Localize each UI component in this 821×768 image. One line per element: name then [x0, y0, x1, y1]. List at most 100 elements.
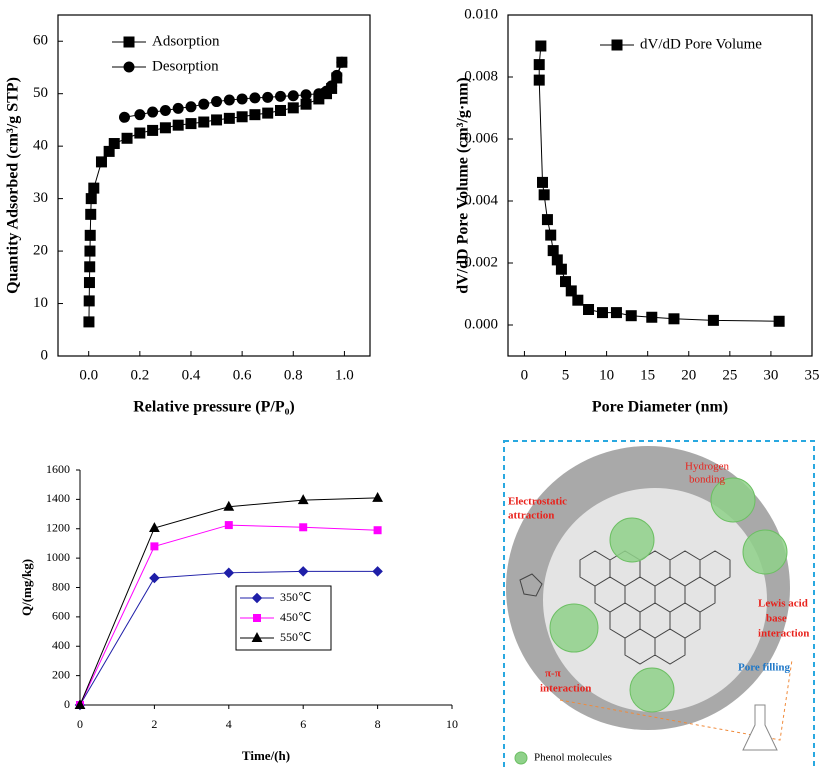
- marker: [109, 139, 119, 149]
- marker: [556, 264, 566, 274]
- figure: Hydrogen bonding Electrostatic attractio…: [0, 0, 821, 768]
- marker: [263, 108, 273, 118]
- label-lewis: Lewis acid: [758, 598, 808, 610]
- marker: [186, 102, 196, 112]
- marker: [160, 105, 170, 115]
- marker: [224, 568, 233, 577]
- marker: [237, 94, 247, 104]
- marker: [263, 92, 273, 102]
- y-axis-label: Q/(mg/kg): [19, 559, 34, 616]
- marker: [669, 314, 679, 324]
- marker: [84, 278, 94, 288]
- marker: [225, 522, 232, 529]
- x-tick-label: 0: [521, 367, 529, 383]
- y-tick-label: 0: [64, 697, 70, 711]
- y-tick-label: 600: [52, 609, 70, 623]
- marker: [288, 103, 298, 113]
- marker: [86, 209, 96, 219]
- marker: [597, 308, 607, 318]
- marker: [288, 91, 298, 101]
- marker: [374, 527, 381, 534]
- marker: [148, 107, 158, 117]
- marker: [534, 75, 544, 85]
- marker: [212, 97, 222, 107]
- marker: [85, 262, 95, 272]
- marker: [546, 230, 556, 240]
- x-tick-label: 35: [805, 367, 820, 383]
- label-pi: π-π: [545, 668, 561, 680]
- y-tick-label: 400: [52, 638, 70, 652]
- label-electrostatic: attraction: [508, 510, 554, 522]
- marker: [85, 246, 95, 256]
- x-tick-label: 6: [300, 717, 306, 731]
- marker: [611, 308, 621, 318]
- x-tick-label: 0.2: [130, 367, 149, 383]
- marker: [332, 70, 342, 80]
- y-tick-label: 20: [33, 243, 48, 259]
- marker: [86, 194, 96, 204]
- marker: [151, 543, 158, 550]
- x-tick-label: 0.0: [79, 367, 98, 383]
- marker: [534, 60, 544, 70]
- x-axis-label: Pore Diameter (nm): [592, 399, 728, 416]
- legend-label: 450℃: [280, 610, 311, 624]
- label-hydrogen: Hydrogen: [685, 461, 729, 473]
- y-tick-label: 60: [33, 33, 48, 49]
- marker: [561, 277, 571, 287]
- label-lewis: base: [766, 613, 787, 625]
- marker: [119, 112, 129, 122]
- marker: [566, 286, 576, 296]
- y-tick-label: 1000: [46, 550, 70, 564]
- marker: [774, 316, 784, 326]
- label-hydrogen: bonding: [689, 474, 726, 486]
- marker: [135, 128, 145, 138]
- marker: [299, 495, 308, 503]
- x-tick-label: 1.0: [335, 367, 354, 383]
- marker: [647, 312, 657, 322]
- x-tick-label: 30: [763, 367, 778, 383]
- marker: [536, 41, 546, 51]
- marker: [237, 112, 247, 122]
- x-tick-label: 15: [640, 367, 655, 383]
- marker: [538, 177, 548, 187]
- x-tick-label: 8: [375, 717, 381, 731]
- x-tick-label: 0.6: [233, 367, 252, 383]
- marker: [173, 103, 183, 113]
- x-tick-label: 10: [446, 717, 458, 731]
- x-tick-label: 0.8: [284, 367, 303, 383]
- marker: [135, 110, 145, 120]
- flask-icon: [743, 705, 777, 750]
- y-axis-label: dV/dD Pore Volume (cm³/g·nm): [455, 77, 472, 294]
- marker: [89, 183, 99, 193]
- marker: [160, 123, 170, 133]
- y-tick-label: 1600: [46, 462, 70, 476]
- label-pi: interaction: [540, 683, 591, 695]
- marker: [224, 113, 234, 123]
- marker: [539, 190, 549, 200]
- series-line: [80, 525, 378, 705]
- x-tick-label: 10: [599, 367, 614, 383]
- marker: [124, 37, 134, 47]
- label-pore-filling: Pore filling: [738, 662, 791, 674]
- y-tick-label: 1400: [46, 491, 70, 505]
- y-tick-label: 800: [52, 579, 70, 593]
- marker: [275, 91, 285, 101]
- legend-label: Phenol molecules: [534, 752, 612, 764]
- legend-label: Adsorption: [152, 33, 220, 49]
- marker: [84, 317, 94, 327]
- marker: [96, 157, 106, 167]
- marker: [199, 117, 209, 127]
- y-axis-label: Quantity Adsorbed (cm³/g STP): [5, 77, 22, 294]
- x-axis-label: Time/(h): [242, 748, 290, 763]
- marker: [212, 115, 222, 125]
- marker: [275, 105, 285, 115]
- x-tick-label: 25: [722, 367, 737, 383]
- y-tick-label: 0.000: [464, 316, 498, 332]
- legend-label: dV/dD Pore Volume: [640, 36, 762, 52]
- marker: [301, 90, 311, 100]
- marker: [612, 40, 622, 50]
- x-tick-label: 2: [151, 717, 157, 731]
- marker: [300, 524, 307, 531]
- series-line: [539, 46, 779, 321]
- marker: [337, 57, 347, 67]
